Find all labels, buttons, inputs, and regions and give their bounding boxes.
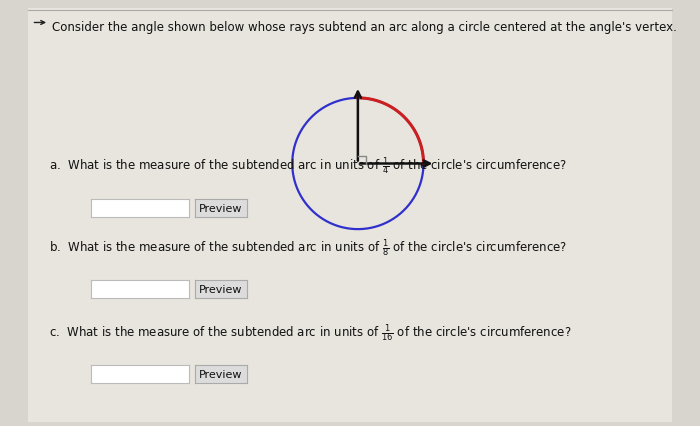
Text: c.  What is the measure of the subtended arc in units of $\frac{1}{16}$ of the c: c. What is the measure of the subtended … [49, 322, 571, 343]
Text: a.  What is the measure of the subtended arc in units of $\frac{1}{4}$ of the ci: a. What is the measure of the subtended … [49, 155, 567, 177]
Text: b.  What is the measure of the subtended arc in units of $\frac{1}{8}$ of the ci: b. What is the measure of the subtended … [49, 236, 567, 258]
Text: Preview: Preview [199, 203, 243, 213]
Text: Consider the angle shown below whose rays subtend an arc along a circle centered: Consider the angle shown below whose ray… [52, 21, 678, 34]
Text: Preview: Preview [199, 284, 243, 294]
Text: Preview: Preview [199, 369, 243, 380]
